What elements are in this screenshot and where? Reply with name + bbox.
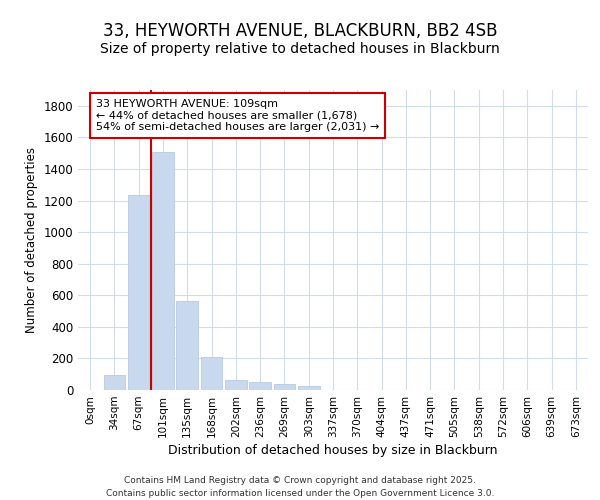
Text: Size of property relative to detached houses in Blackburn: Size of property relative to detached ho… [100, 42, 500, 56]
X-axis label: Distribution of detached houses by size in Blackburn: Distribution of detached houses by size … [168, 444, 498, 457]
Text: Contains HM Land Registry data © Crown copyright and database right 2025.: Contains HM Land Registry data © Crown c… [124, 476, 476, 485]
Bar [298, 386, 320, 390]
Text: 33, HEYWORTH AVENUE, BLACKBURN, BB2 4SB: 33, HEYWORTH AVENUE, BLACKBURN, BB2 4SB [103, 22, 497, 40]
Y-axis label: Number of detached properties: Number of detached properties [25, 147, 38, 333]
Bar [249, 382, 271, 390]
Bar [200, 357, 223, 390]
Bar [225, 380, 247, 390]
Bar [128, 195, 149, 390]
Bar [274, 384, 295, 390]
Text: 33 HEYWORTH AVENUE: 109sqm
← 44% of detached houses are smaller (1,678)
54% of s: 33 HEYWORTH AVENUE: 109sqm ← 44% of deta… [96, 99, 379, 132]
Bar [176, 301, 198, 390]
Bar [104, 375, 125, 390]
Text: Contains public sector information licensed under the Open Government Licence 3.: Contains public sector information licen… [106, 489, 494, 498]
Bar [152, 152, 174, 390]
